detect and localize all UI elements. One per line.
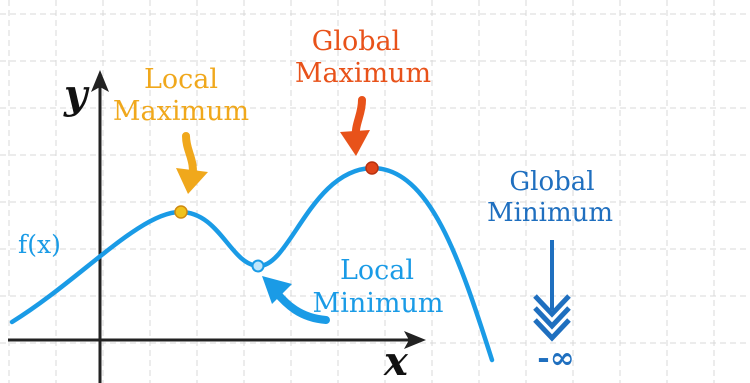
- global-minimum-chevron-icon-2: [533, 306, 571, 330]
- y-axis-arrowhead: [91, 70, 109, 92]
- local-maximum-label-line2: Maximum: [113, 96, 249, 127]
- global-minimum-annotation: Global Minimum -∞: [487, 167, 613, 376]
- global-maximum-annotation: Global Maximum: [295, 26, 431, 175]
- negative-infinity-symbol: -∞: [537, 341, 574, 376]
- global-maximum-point: [365, 161, 379, 175]
- local-maximum-point: [174, 205, 188, 219]
- x-axis-label: x: [383, 338, 409, 383]
- global-maximum-label-line2: Maximum: [295, 58, 431, 89]
- x-axis-arrowhead: [404, 331, 426, 349]
- local-minimum-annotation: Local Minimum: [251, 255, 444, 324]
- global-maximum-arrowhead-icon: [340, 130, 370, 156]
- axes: x y: [8, 70, 426, 383]
- global-minimum-chevron-icon-3: [533, 318, 571, 342]
- local-minimum-label-line2: Minimum: [313, 288, 444, 319]
- global-minimum-chevron-icon-1: [533, 294, 571, 318]
- local-maximum-annotation: Local Maximum: [113, 64, 249, 219]
- y-axis-label: y: [63, 71, 90, 118]
- local-maximum-label-line1: Local: [144, 64, 218, 95]
- local-minimum-label-line1: Local: [340, 255, 414, 286]
- global-minimum-label-line2: Minimum: [487, 198, 613, 228]
- global-maximum-label-line1: Global: [312, 26, 400, 57]
- local-minimum-arrowhead-icon: [262, 276, 292, 304]
- function-curve: [9, 165, 495, 363]
- function-label: f(x): [18, 230, 61, 259]
- global-minimum-label-line1: Global: [509, 167, 594, 197]
- local-maximum-arrowhead-icon: [176, 168, 208, 194]
- local-minimum-point: [251, 259, 265, 273]
